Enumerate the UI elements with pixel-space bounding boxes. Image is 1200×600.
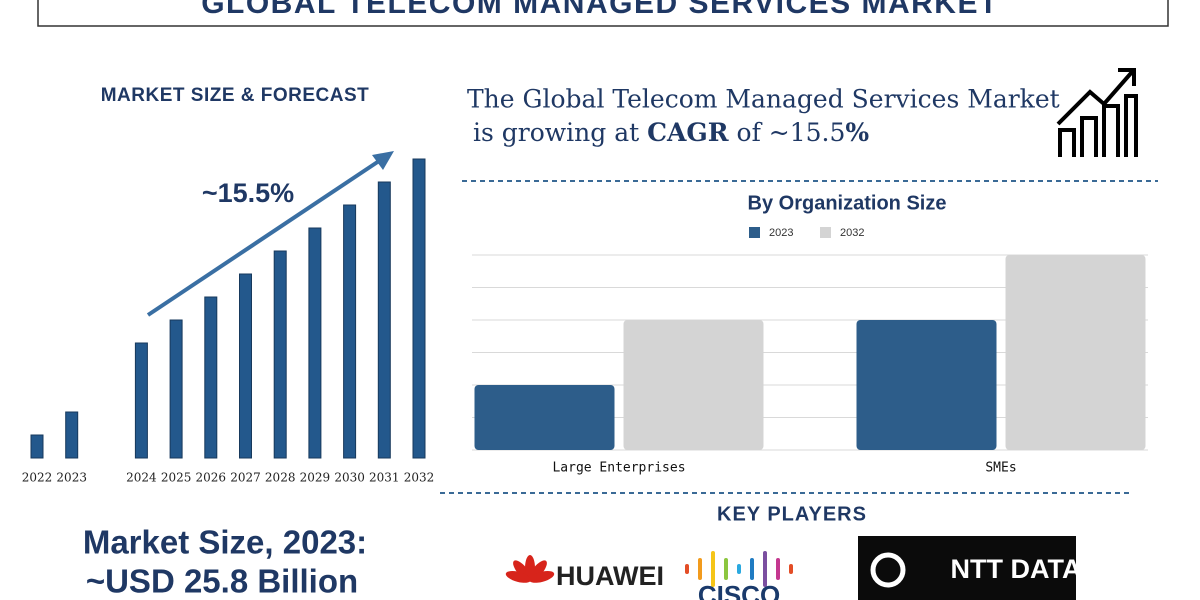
x-tick-label: 2024 (126, 471, 157, 485)
huawei-logo: HUAWEI (505, 555, 664, 591)
bar (856, 320, 997, 450)
title-box (37, 0, 1169, 27)
bar (239, 273, 252, 459)
growth-icon (1056, 68, 1138, 157)
logo-text: CISCO (698, 580, 780, 600)
x-tick-label: 2031 (369, 471, 400, 485)
bar (343, 204, 357, 459)
bar (273, 250, 287, 459)
bar (169, 319, 183, 459)
bar (65, 411, 79, 459)
bar (30, 434, 44, 459)
x-tick-label: 2030 (334, 471, 365, 485)
section-title: KEY PLAYERS (717, 503, 867, 525)
bar (1005, 255, 1146, 450)
headline: The Global Telecom Managed Services Mark… (467, 85, 1060, 114)
legend-label: 2023 (769, 227, 793, 239)
headline-part: is growing at (473, 118, 639, 147)
annotation: ~15.5% (202, 178, 294, 208)
headline-part: of ~15.5 (737, 118, 846, 147)
legend-swatch (820, 227, 831, 238)
bar (623, 320, 764, 450)
headline-part: % (845, 118, 869, 147)
market-size: Market Size, 2023: (83, 524, 367, 561)
x-tick-label: 2028 (265, 471, 296, 485)
chart-title: MARKET SIZE & FORECAST (101, 85, 370, 106)
bar (474, 385, 615, 450)
x-tick-label: 2023 (56, 471, 87, 485)
bar (412, 158, 426, 459)
bar (134, 342, 148, 459)
x-tick-label: SMEs (985, 461, 1016, 476)
bar (377, 181, 391, 459)
chart-title: By Organization Size (748, 192, 947, 214)
headline-part: CAGR (647, 118, 729, 147)
page-title: GLOBAL TELECOM MANAGED SERVICES MARKET (201, 0, 999, 20)
ntt-logo: NTT DATA (858, 536, 1081, 600)
legend-swatch (749, 227, 760, 238)
bar (308, 227, 322, 459)
x-tick-label: 2025 (161, 471, 192, 485)
logo-text: HUAWEI (556, 561, 664, 591)
arrow-head (372, 151, 394, 170)
legend-label: 2032 (840, 227, 864, 239)
x-tick-label: 2026 (196, 471, 227, 485)
cisco-logo: CISCO (685, 551, 793, 600)
x-tick-label: 2029 (300, 471, 331, 485)
x-tick-label: Large Enterprises (552, 461, 685, 476)
market-size: ~USD 25.8 Billion (86, 563, 358, 600)
x-tick-label: 2032 (404, 471, 435, 485)
x-tick-label: 2027 (230, 471, 261, 485)
growth-arrow (146, 155, 387, 317)
bar (204, 296, 218, 459)
logo-text: NTT DATA (951, 554, 1082, 584)
headline: is growing at CAGR of ~15.5% (473, 118, 869, 147)
x-tick-label: 2022 (22, 471, 53, 485)
